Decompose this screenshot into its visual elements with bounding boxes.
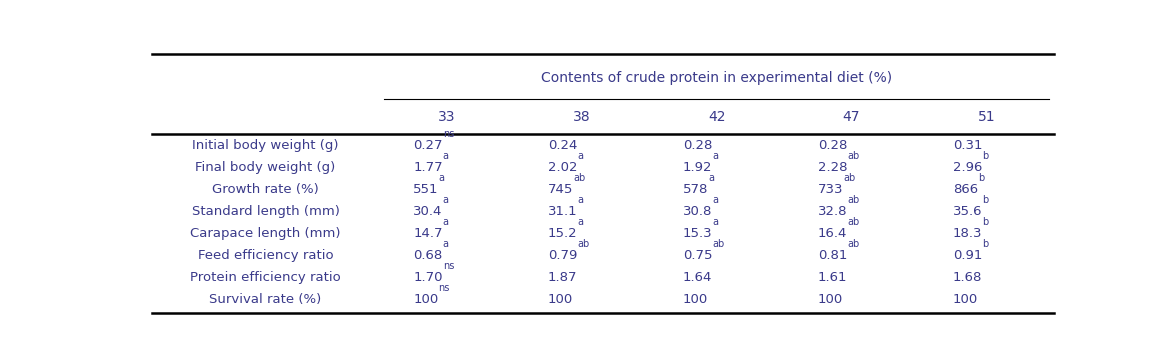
Text: 30.8: 30.8 [683, 205, 713, 218]
Text: a: a [577, 151, 583, 161]
Text: ab: ab [847, 239, 860, 249]
Text: 2.96: 2.96 [953, 161, 982, 174]
Text: Standard length (mm): Standard length (mm) [192, 205, 340, 218]
Text: 38: 38 [573, 110, 590, 123]
Text: 16.4: 16.4 [817, 227, 847, 240]
Text: 35.6: 35.6 [953, 205, 982, 218]
Text: 100: 100 [683, 293, 708, 306]
Text: Initial body weight (g): Initial body weight (g) [192, 139, 339, 152]
Text: a: a [713, 151, 719, 161]
Text: 551: 551 [413, 183, 439, 196]
Text: 31.1: 31.1 [548, 205, 577, 218]
Text: a: a [713, 195, 719, 205]
Text: 18.3: 18.3 [953, 227, 982, 240]
Text: 0.28: 0.28 [817, 139, 847, 152]
Text: 0.79: 0.79 [548, 249, 577, 262]
Text: Protein efficiency ratio: Protein efficiency ratio [191, 271, 341, 284]
Text: a: a [442, 239, 448, 249]
Text: a: a [577, 217, 583, 227]
Text: a: a [442, 195, 448, 205]
Text: Survival rate (%): Survival rate (%) [209, 293, 321, 306]
Text: 100: 100 [548, 293, 573, 306]
Text: ns: ns [439, 283, 449, 293]
Text: 100: 100 [953, 293, 978, 306]
Text: Contents of crude protein in experimental diet (%): Contents of crude protein in experimenta… [541, 71, 893, 85]
Text: 42: 42 [708, 110, 726, 123]
Text: Final body weight (g): Final body weight (g) [195, 161, 335, 174]
Text: 0.68: 0.68 [413, 249, 442, 262]
Text: 33: 33 [439, 110, 455, 123]
Text: ns: ns [442, 261, 454, 271]
Text: ab: ab [843, 173, 856, 183]
Text: 733: 733 [817, 183, 843, 196]
Text: 0.75: 0.75 [683, 249, 713, 262]
Text: 578: 578 [683, 183, 708, 196]
Text: 2.28: 2.28 [817, 161, 847, 174]
Text: 1.77: 1.77 [413, 161, 442, 174]
Text: 30.4: 30.4 [413, 205, 442, 218]
Text: b: b [982, 151, 988, 161]
Text: a: a [708, 173, 714, 183]
Text: 51: 51 [977, 110, 995, 123]
Text: a: a [442, 151, 449, 161]
Text: 745: 745 [548, 183, 574, 196]
Text: Carapace length (mm): Carapace length (mm) [191, 227, 341, 240]
Text: 1.70: 1.70 [413, 271, 442, 284]
Text: 1.68: 1.68 [953, 271, 982, 284]
Text: 100: 100 [413, 293, 439, 306]
Text: ab: ab [847, 217, 860, 227]
Text: 2.02: 2.02 [548, 161, 577, 174]
Text: 47: 47 [843, 110, 861, 123]
Text: 100: 100 [817, 293, 843, 306]
Text: 15.2: 15.2 [548, 227, 577, 240]
Text: ab: ab [577, 239, 589, 249]
Text: 866: 866 [953, 183, 977, 196]
Text: a: a [439, 173, 445, 183]
Text: ab: ab [574, 173, 586, 183]
Text: 14.7: 14.7 [413, 227, 442, 240]
Text: b: b [977, 173, 984, 183]
Text: a: a [713, 217, 719, 227]
Text: b: b [982, 239, 988, 249]
Text: 32.8: 32.8 [817, 205, 847, 218]
Text: 15.3: 15.3 [683, 227, 713, 240]
Text: 0.91: 0.91 [953, 249, 982, 262]
Text: b: b [982, 217, 988, 227]
Text: ab: ab [847, 195, 860, 205]
Text: b: b [982, 195, 988, 205]
Text: 0.31: 0.31 [953, 139, 982, 152]
Text: Feed efficiency ratio: Feed efficiency ratio [198, 249, 333, 262]
Text: 0.81: 0.81 [817, 249, 847, 262]
Text: ab: ab [847, 151, 860, 161]
Text: 1.64: 1.64 [683, 271, 713, 284]
Text: 0.27: 0.27 [413, 139, 442, 152]
Text: Growth rate (%): Growth rate (%) [212, 183, 319, 196]
Text: 1.87: 1.87 [548, 271, 577, 284]
Text: a: a [442, 217, 448, 227]
Text: 1.92: 1.92 [683, 161, 713, 174]
Text: 1.61: 1.61 [817, 271, 847, 284]
Text: 0.24: 0.24 [548, 139, 577, 152]
Text: 0.28: 0.28 [683, 139, 713, 152]
Text: a: a [577, 195, 583, 205]
Text: ab: ab [713, 239, 724, 249]
Text: ns: ns [442, 129, 454, 139]
